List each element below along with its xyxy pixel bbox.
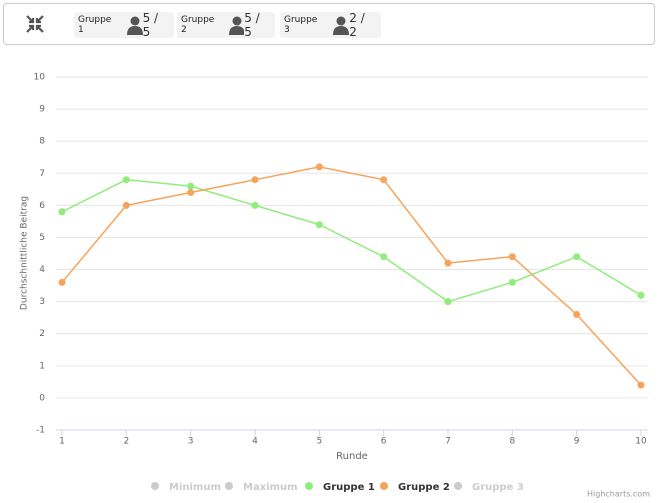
- x-tick-label: 3: [188, 437, 194, 447]
- legend-marker: [380, 482, 388, 490]
- point: [251, 201, 259, 209]
- legend-label: Gruppe 2: [398, 482, 450, 493]
- x-tick-label: 2: [123, 437, 129, 447]
- point: [58, 278, 66, 286]
- y-tick-label: 0: [39, 393, 45, 403]
- x-tick-label: 9: [574, 437, 580, 447]
- point: [508, 253, 516, 261]
- user-icon: [126, 16, 143, 35]
- y-tick-label: 8: [39, 137, 45, 147]
- y-tick-label: 3: [39, 297, 45, 307]
- x-tick-label: 5: [316, 437, 322, 447]
- series-line: [61, 178, 642, 303]
- point: [444, 259, 452, 267]
- x-axis-title: Runde: [336, 451, 368, 462]
- point: [122, 176, 130, 184]
- group-name: Gruppe 1: [78, 15, 112, 35]
- point: [315, 163, 323, 171]
- collapse-icon[interactable]: [25, 14, 45, 34]
- x-tick-label: 6: [381, 437, 387, 447]
- point: [122, 201, 130, 209]
- point: [380, 253, 388, 261]
- y-tick-label: 6: [39, 201, 45, 211]
- x-tick-label: 8: [509, 437, 515, 447]
- legend-item[interactable]: Gruppe 1: [305, 482, 375, 493]
- point: [573, 310, 581, 318]
- y-axis-title: Durchschnittliche Beitrag: [20, 196, 30, 310]
- group-count: 2 / 2: [349, 11, 365, 39]
- series-line: [61, 166, 642, 386]
- legend-item[interactable]: Maximum: [225, 482, 298, 493]
- group-chip: Gruppe 3 2 / 2: [280, 11, 381, 39]
- legend-marker: [151, 482, 159, 490]
- y-tick-label: 2: [39, 329, 45, 339]
- point: [187, 189, 195, 197]
- point: [187, 182, 195, 190]
- toolbar: Gruppe 1 5 / 5 Gruppe 2 5 / 5 Gruppe 3 2 / 2: [3, 3, 655, 45]
- user-icon: [228, 16, 245, 35]
- point: [58, 208, 66, 216]
- x-tick-label: 4: [252, 437, 258, 447]
- x-tick-label: 1: [59, 437, 65, 447]
- legend-label: Minimum: [169, 482, 221, 493]
- x-tick-label: 7: [445, 437, 451, 447]
- y-tick-label: 1: [39, 361, 45, 371]
- point: [508, 278, 516, 286]
- legend-label: Gruppe 3: [472, 482, 524, 493]
- point: [315, 221, 323, 229]
- y-tick-label: -1: [36, 426, 45, 436]
- legend-label: Maximum: [243, 482, 298, 493]
- point: [251, 176, 259, 184]
- point: [380, 176, 388, 184]
- legend-marker: [225, 482, 233, 490]
- point: [637, 291, 645, 299]
- x-tick-label: 10: [635, 437, 647, 447]
- y-tick-label: 4: [39, 265, 45, 275]
- legend-marker: [305, 482, 313, 490]
- legend-item[interactable]: Minimum: [151, 482, 221, 493]
- group-chip: Gruppe 2 5 / 5: [177, 11, 275, 39]
- credits: Highcharts.com: [587, 490, 650, 499]
- group-count: 5 / 5: [244, 11, 260, 39]
- user-icon: [333, 16, 350, 35]
- group-count: 5 / 5: [142, 11, 159, 39]
- y-tick-label: 5: [39, 233, 45, 243]
- point: [444, 298, 452, 306]
- group-name: Gruppe 2: [181, 15, 215, 35]
- point: [637, 381, 645, 389]
- legend-marker: [454, 482, 462, 490]
- group-name: Gruppe 3: [284, 15, 318, 35]
- legend-label: Gruppe 1: [323, 482, 375, 493]
- point: [573, 253, 581, 261]
- legend-item[interactable]: Gruppe 2: [380, 482, 450, 493]
- legend-item[interactable]: Gruppe 3: [454, 482, 524, 493]
- y-tick-label: 9: [39, 105, 45, 115]
- y-tick-label: 7: [39, 169, 45, 179]
- group-chip: Gruppe 1 5 / 5: [74, 11, 174, 39]
- y-tick-label: 10: [34, 73, 46, 83]
